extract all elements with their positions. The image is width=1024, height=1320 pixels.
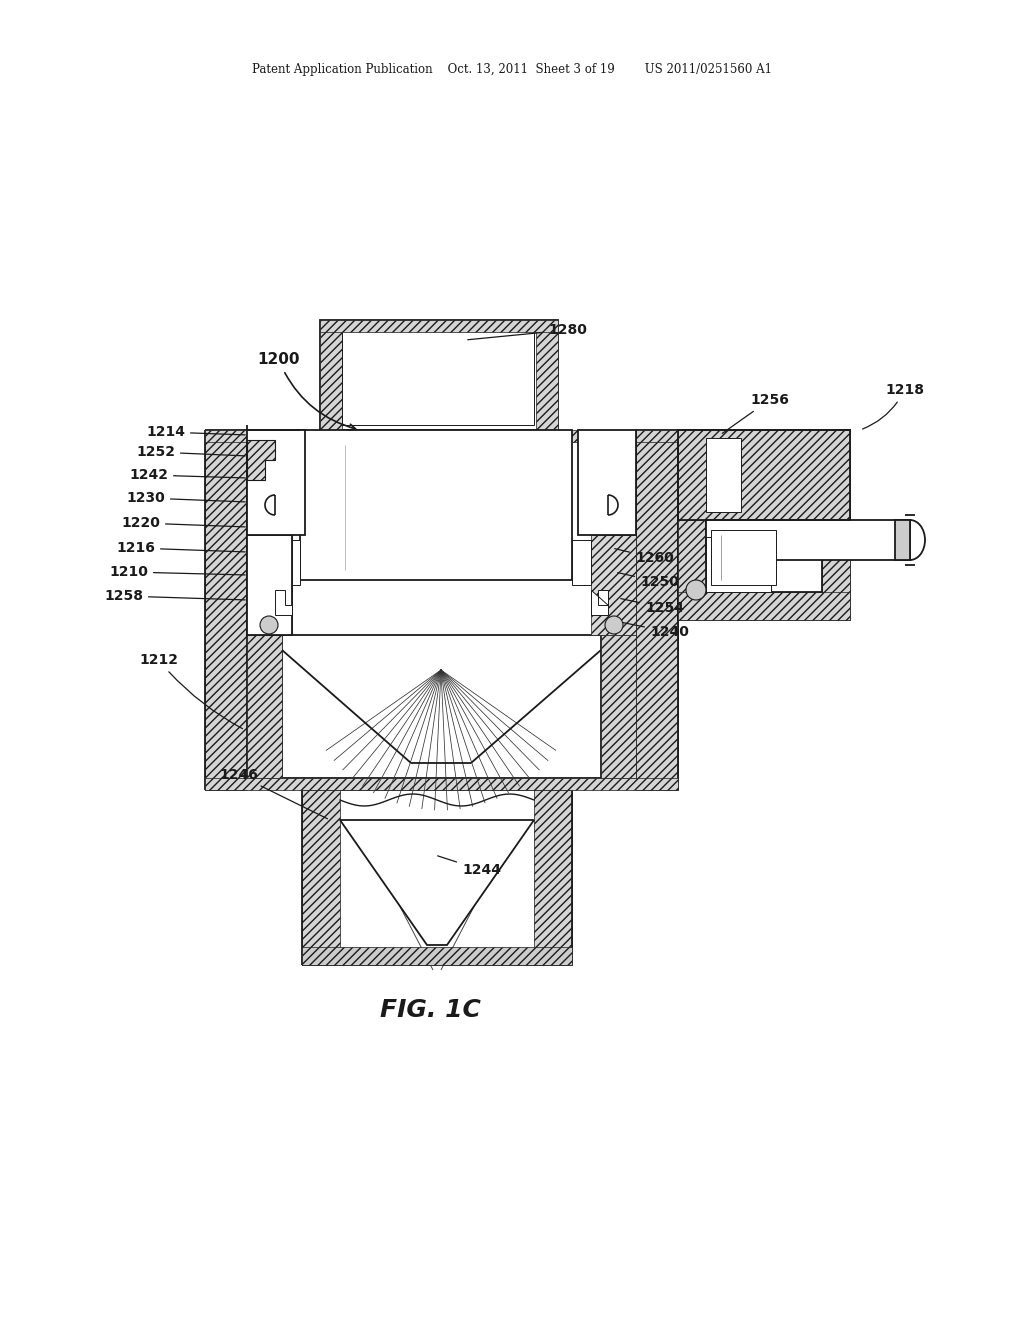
Bar: [302, 789, 340, 965]
Bar: [822, 430, 850, 620]
Text: 1242: 1242: [129, 469, 245, 482]
Bar: [247, 430, 265, 484]
Text: 1240: 1240: [623, 623, 689, 639]
Bar: [319, 319, 558, 430]
Bar: [247, 535, 292, 635]
Text: 1250: 1250: [617, 573, 679, 589]
Text: Patent Application Publication    Oct. 13, 2011  Sheet 3 of 19        US 2011/02: Patent Application Publication Oct. 13, …: [252, 63, 772, 77]
Bar: [205, 777, 678, 789]
Bar: [534, 789, 572, 965]
Bar: [536, 319, 558, 430]
Bar: [678, 430, 850, 458]
Polygon shape: [292, 540, 300, 585]
Bar: [160, 294, 860, 906]
Bar: [618, 430, 636, 484]
Text: 1214: 1214: [146, 425, 245, 440]
Text: 1258: 1258: [104, 589, 245, 603]
Bar: [706, 438, 741, 512]
Bar: [678, 430, 850, 520]
Bar: [706, 458, 822, 591]
Bar: [678, 430, 850, 520]
Bar: [247, 484, 279, 535]
Polygon shape: [340, 820, 534, 945]
Bar: [319, 319, 342, 430]
Bar: [598, 430, 618, 469]
Bar: [604, 484, 636, 535]
Bar: [678, 430, 850, 620]
Text: 1254: 1254: [621, 598, 684, 615]
Text: 1212: 1212: [139, 653, 243, 729]
Bar: [247, 635, 282, 777]
Bar: [895, 520, 910, 560]
Text: 1230: 1230: [126, 491, 245, 506]
Bar: [282, 635, 601, 777]
Bar: [205, 430, 247, 789]
Bar: [340, 789, 534, 965]
Polygon shape: [247, 440, 275, 480]
Bar: [205, 430, 678, 442]
Bar: [302, 946, 572, 965]
Bar: [578, 430, 636, 535]
Text: 1246: 1246: [219, 768, 328, 818]
Text: 1260: 1260: [614, 549, 674, 565]
Bar: [247, 535, 292, 635]
Text: 1252: 1252: [136, 445, 245, 459]
Polygon shape: [572, 540, 591, 585]
Bar: [319, 319, 558, 333]
Bar: [636, 430, 678, 789]
Bar: [706, 537, 771, 591]
Text: 1220: 1220: [121, 516, 245, 531]
Bar: [711, 531, 776, 585]
Text: 1216: 1216: [116, 541, 245, 554]
Polygon shape: [591, 590, 608, 615]
Text: 1218: 1218: [862, 383, 924, 429]
Text: 1280: 1280: [468, 323, 587, 339]
Bar: [601, 635, 636, 777]
Text: 1244: 1244: [437, 855, 501, 876]
Bar: [247, 430, 636, 789]
Bar: [247, 430, 305, 535]
Bar: [591, 535, 636, 635]
Polygon shape: [275, 590, 292, 615]
Bar: [300, 430, 572, 579]
Bar: [678, 591, 850, 620]
Bar: [706, 520, 910, 560]
Text: 1200: 1200: [257, 352, 355, 430]
Ellipse shape: [260, 616, 278, 634]
Ellipse shape: [605, 616, 623, 634]
Text: 1256: 1256: [722, 393, 788, 433]
Text: FIG. 1C: FIG. 1C: [380, 998, 480, 1022]
Bar: [265, 430, 285, 469]
Ellipse shape: [686, 579, 706, 601]
Bar: [678, 430, 706, 620]
Bar: [342, 325, 534, 425]
Text: 1210: 1210: [110, 565, 245, 579]
